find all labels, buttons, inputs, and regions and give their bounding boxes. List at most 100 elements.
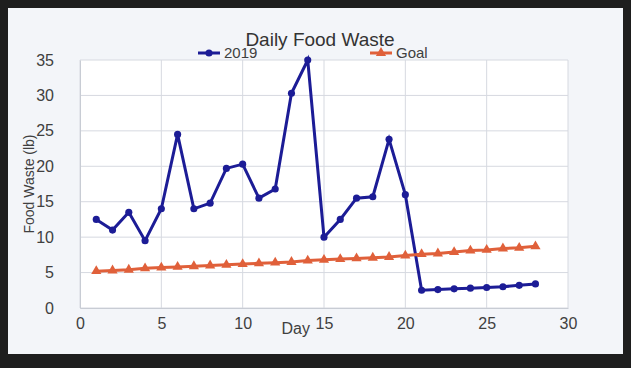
tick: 15 <box>316 308 334 332</box>
data-point <box>418 287 425 294</box>
tick: 30 <box>36 87 80 104</box>
data-point <box>174 131 181 138</box>
tick-label: 30 <box>560 315 578 332</box>
data-point <box>384 251 394 260</box>
tick: 10 <box>36 229 80 246</box>
data-point <box>369 193 376 200</box>
data-point <box>532 280 539 287</box>
data-point <box>499 283 506 290</box>
grid-line <box>242 60 243 308</box>
data-point <box>514 242 524 251</box>
axis-line <box>80 61 81 309</box>
data-point <box>368 252 378 261</box>
data-point <box>353 195 360 202</box>
data-point <box>530 240 540 249</box>
data-point <box>482 244 492 253</box>
grid-line <box>324 60 325 308</box>
data-point <box>207 200 214 207</box>
tick: 5 <box>45 264 80 281</box>
tick-label: 0 <box>45 300 54 317</box>
screen <box>8 8 623 354</box>
data-point <box>93 216 100 223</box>
axis-line <box>81 308 569 309</box>
data-point <box>304 56 311 63</box>
data-point <box>124 264 134 273</box>
data-point <box>337 216 344 223</box>
tick: 35 <box>36 52 80 69</box>
data-point <box>516 282 523 289</box>
data-point <box>272 185 279 192</box>
tick-label: 10 <box>234 315 252 332</box>
data-point <box>467 285 474 292</box>
data-point <box>140 262 150 271</box>
tick-label: 15 <box>36 193 54 210</box>
legend-item: Goal <box>370 44 428 61</box>
tick-label: 15 <box>316 315 334 332</box>
data-point <box>498 243 508 252</box>
tick: 15 <box>36 193 80 210</box>
tick-label: 25 <box>36 122 54 139</box>
tick: 0 <box>45 300 80 317</box>
tick: 5 <box>157 308 166 332</box>
legend-item: 2019 <box>198 44 257 61</box>
data-point <box>158 205 165 212</box>
data-point <box>449 246 459 255</box>
data-point <box>141 237 148 244</box>
data-point <box>286 256 296 265</box>
data-point <box>433 248 443 257</box>
data-point <box>288 90 295 97</box>
grid-line <box>405 60 406 308</box>
data-point <box>385 136 392 143</box>
data-point <box>109 226 116 233</box>
data-point <box>189 260 199 269</box>
x-axis-title: Day <box>282 320 310 337</box>
tick: 25 <box>36 122 80 139</box>
data-point <box>351 253 361 262</box>
data-point <box>465 245 475 254</box>
title: Daily Food Waste <box>245 29 394 50</box>
legend-marker <box>205 49 212 56</box>
data-point <box>254 257 264 266</box>
legend: 2019 Goal <box>198 44 428 61</box>
data-point <box>125 209 132 216</box>
data-point <box>205 260 215 269</box>
data-point <box>451 285 458 292</box>
tick-label: 5 <box>157 315 166 332</box>
grid-line <box>568 60 569 308</box>
data-point <box>402 191 409 198</box>
data-point <box>400 250 410 259</box>
data-point <box>319 254 329 263</box>
tick: 20 <box>36 158 80 175</box>
data-point <box>190 205 197 212</box>
x-axis: 0 5 10 15 20 25 30 <box>76 308 577 332</box>
data-point <box>255 195 262 202</box>
data-point <box>107 265 117 274</box>
plot-area <box>80 60 568 308</box>
tick: 30 <box>560 308 578 332</box>
tick-label: 25 <box>478 315 496 332</box>
tick-label: 35 <box>36 52 54 69</box>
tick-label: 0 <box>76 315 85 332</box>
data-point <box>223 165 230 172</box>
data-point <box>483 284 490 291</box>
data-point <box>303 255 313 264</box>
data-point <box>173 261 183 270</box>
plot <box>91 56 540 293</box>
tick: 0 <box>76 308 85 332</box>
tick: 20 <box>397 308 415 332</box>
y-axis-title: Food Waste (lb) <box>21 134 37 233</box>
legend-label: 2019 <box>224 44 257 61</box>
tick: 25 <box>478 308 496 332</box>
grid-line <box>80 60 81 308</box>
tick-label: 30 <box>36 87 54 104</box>
series-line <box>96 60 535 290</box>
grid <box>80 60 568 308</box>
grid-line <box>486 60 487 308</box>
legend-label: Goal <box>396 44 428 61</box>
tick: 10 <box>234 308 252 332</box>
data-point <box>221 259 231 268</box>
data-point <box>320 234 327 241</box>
tick-label: 5 <box>45 264 54 281</box>
legend-marker <box>376 47 386 56</box>
data-point <box>238 258 248 267</box>
